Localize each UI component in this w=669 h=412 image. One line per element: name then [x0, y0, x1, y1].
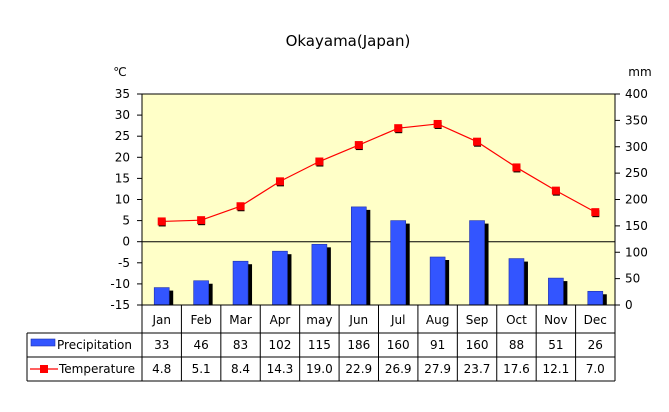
temperature-marker [473, 137, 482, 146]
category-label: Sep [466, 313, 489, 327]
precipitation-bar [508, 258, 525, 306]
left-tick-label: 25 [115, 129, 130, 143]
data-table: Jan Feb Mar Apr may Jun Jul Aug Sep Oct Nov Dec Prec… [26, 304, 616, 382]
temperature-marker [197, 216, 206, 225]
left-tick-label: 20 [115, 150, 130, 164]
right-tick-label: 150 [625, 219, 648, 233]
left-tick-label: -5 [118, 256, 130, 270]
left-tick-label: 35 [115, 87, 130, 101]
precipitation-bar [350, 206, 367, 306]
temperature-value: 27.9 [424, 362, 451, 376]
left-tick-label: 10 [115, 193, 130, 207]
left-tick-label: 0 [122, 235, 130, 249]
precipitation-value: 160 [466, 338, 489, 352]
legend-temperature-marker [40, 365, 48, 373]
precipitation-value: 115 [308, 338, 331, 352]
precipitation-bar [153, 287, 170, 306]
category-label: Jul [390, 313, 405, 327]
temperature-value: 19.0 [306, 362, 333, 376]
precipitation-value: 102 [269, 338, 292, 352]
right-axis-unit: mm [628, 65, 651, 79]
temperature-value: 23.7 [464, 362, 491, 376]
left-tick-label: 30 [115, 108, 130, 122]
right-tick-label: 200 [625, 193, 648, 207]
category-label: Jan [151, 313, 171, 327]
precipitation-bar [311, 244, 328, 306]
category-label: Feb [191, 313, 212, 327]
precipitation-bar [390, 220, 407, 306]
category-label: Nov [544, 313, 567, 327]
precipitation-bar [272, 250, 288, 306]
legend-precipitation-swatch [30, 338, 56, 347]
category-label: may [306, 313, 332, 327]
precipitation-value: 83 [233, 338, 248, 352]
right-tick-label: 50 [625, 272, 640, 286]
legend-precipitation-label: Precipitation [57, 338, 132, 352]
precipitation-value: 26 [588, 338, 603, 352]
plot-area: 35302520151050-5-10-15400350300250200150… [110, 87, 648, 312]
temperature-marker [551, 186, 560, 195]
left-tick-label: 15 [115, 171, 130, 185]
right-tick-label: 400 [625, 87, 648, 101]
temperature-value: 14.3 [267, 362, 294, 376]
temperature-marker [433, 119, 442, 128]
precipitation-bar [587, 290, 604, 306]
precipitation-bar [469, 220, 485, 306]
temperature-marker [591, 208, 600, 217]
category-label: Aug [426, 313, 449, 327]
temperature-value: 4.8 [152, 362, 171, 376]
chart-title: Okayama(Japan) [286, 32, 411, 50]
right-tick-label: 300 [625, 140, 648, 154]
precipitation-value: 51 [548, 338, 563, 352]
right-tick-label: 250 [625, 166, 648, 180]
category-label: Oct [506, 313, 527, 327]
precipitation-value: 160 [387, 338, 410, 352]
temperature-marker [236, 202, 245, 211]
temperature-value: 8.4 [231, 362, 250, 376]
left-tick-label: 5 [122, 214, 130, 228]
temperature-line [161, 123, 596, 223]
temperature-value: 12.1 [543, 362, 570, 376]
temperature-marker [512, 163, 521, 172]
temperature-marker [157, 217, 166, 226]
right-tick-label: 0 [625, 298, 633, 312]
plot-background [141, 93, 616, 306]
left-tick-label: -15 [110, 298, 130, 312]
category-label: Dec [584, 313, 607, 327]
temperature-value: 5.1 [192, 362, 211, 376]
temperature-value: 7.0 [586, 362, 605, 376]
category-label: Jun [348, 313, 368, 327]
precipitation-value: 46 [193, 338, 208, 352]
precipitation-bar [232, 260, 249, 306]
temperature-marker [275, 177, 284, 186]
precipitation-bar [548, 277, 564, 306]
left-tick-label: -10 [110, 277, 130, 291]
precipitation-value: 186 [347, 338, 370, 352]
precipitation-value: 33 [154, 338, 169, 352]
temperature-value: 22.9 [345, 362, 372, 376]
category-label: Apr [270, 313, 291, 327]
category-label: Mar [229, 313, 252, 327]
temperature-marker [394, 124, 403, 133]
temperature-value: 17.6 [503, 362, 530, 376]
precipitation-bar [193, 280, 209, 306]
right-tick-label: 100 [625, 245, 648, 259]
temperature-value: 26.9 [385, 362, 412, 376]
legend-temperature-label: Temperature [58, 362, 135, 376]
precipitation-bar [429, 256, 446, 306]
temperature-marker [354, 141, 363, 150]
right-tick-label: 350 [625, 113, 648, 127]
precipitation-value: 91 [430, 338, 445, 352]
temperature-marker [315, 157, 324, 166]
left-axis-unit: ℃ [113, 65, 126, 79]
precipitation-value: 88 [509, 338, 524, 352]
